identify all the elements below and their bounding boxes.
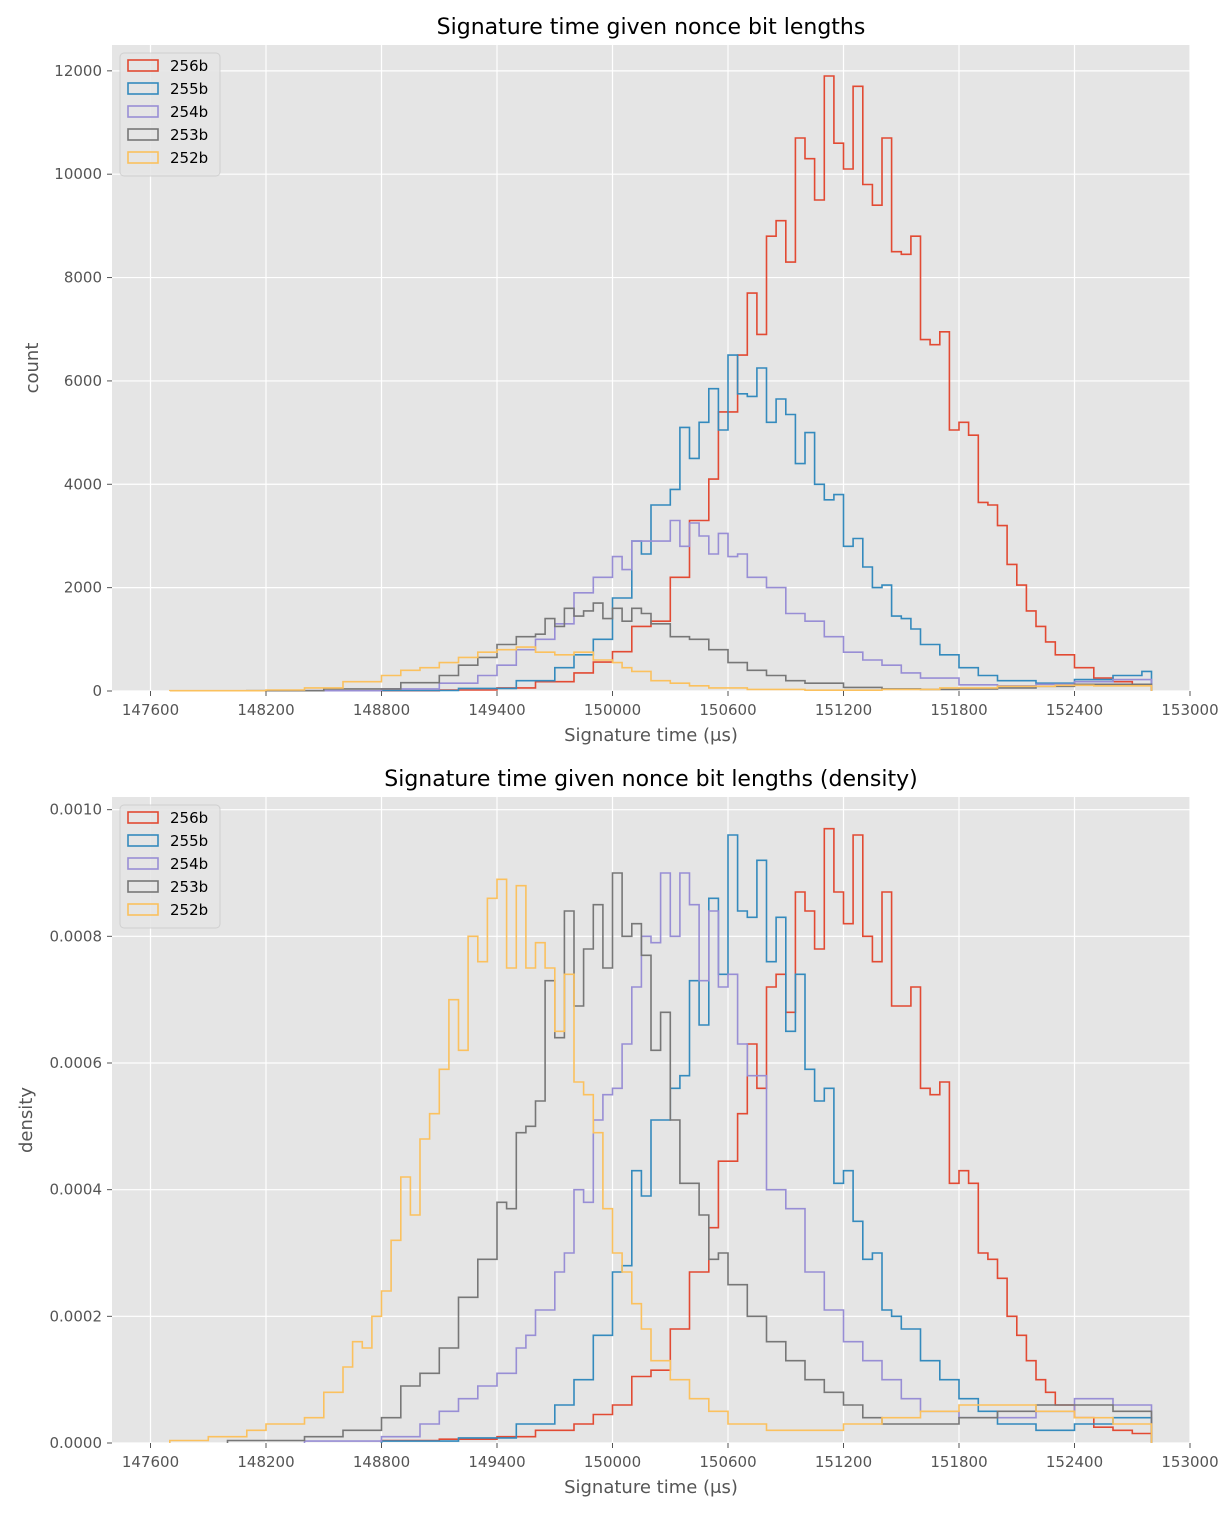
count-legend-label: 255b — [170, 80, 208, 98]
count-legend-swatch — [127, 59, 159, 72]
density-legend-swatch — [127, 880, 159, 893]
count-legend-swatch — [127, 82, 159, 95]
count-x-tick-label: 152400 — [1046, 701, 1103, 719]
count-series-254b — [303, 519, 1153, 692]
count-y-tick-label: 10000 — [54, 165, 102, 183]
count-x-tick-label: 153000 — [1161, 701, 1218, 719]
count-x-tick-label: 151800 — [930, 701, 987, 719]
count-y-tick-label: 4000 — [64, 475, 102, 493]
density-y-tick-label: 0.0004 — [50, 1181, 103, 1199]
density-x-tick-label: 149400 — [468, 1453, 525, 1471]
density-series-253b — [226, 872, 1153, 1443]
count-x-tick-label: 150000 — [584, 701, 641, 719]
count-x-tick-label: 147600 — [122, 701, 179, 719]
density-y-tick-label: 0.0000 — [50, 1434, 103, 1452]
density-x-axis-label: Signature time (μs) — [564, 1477, 738, 1498]
count-legend-label: 256b — [170, 57, 208, 75]
count-y-ticks: 0 2000 4000 6000 8000 10000 12000 — [54, 62, 112, 700]
density-legend-label: 252b — [170, 901, 208, 919]
count-plot-area — [112, 45, 1190, 691]
density-x-tick-label: 148800 — [353, 1453, 410, 1471]
density-legend-label: 255b — [170, 832, 208, 850]
density-legend-swatch — [127, 811, 159, 824]
count-legend-swatch — [127, 128, 159, 141]
density-legend-swatch — [127, 834, 159, 847]
density-y-tick-label: 0.0002 — [50, 1307, 103, 1325]
density-x-ticks: 147600 148200 148800 149400 150000 150600 1512… — [122, 1443, 1219, 1471]
density-series-252b — [169, 878, 1153, 1443]
count-y-tick-label: 12000 — [54, 62, 102, 80]
density-x-tick-label: 153000 — [1161, 1453, 1218, 1471]
count-legend: 256b 255b 254b 253b 252b — [119, 52, 221, 177]
density-x-tick-label: 150600 — [699, 1453, 756, 1471]
density-legend-label: 256b — [170, 809, 208, 827]
density-legend-label: 254b — [170, 855, 208, 873]
count-series-256b — [380, 75, 1153, 692]
density-x-tick-label: 150000 — [584, 1453, 641, 1471]
count-x-tick-label: 148200 — [237, 701, 294, 719]
count-x-ticks: 147600 148200 148800 149400 150000 150600 1512… — [122, 691, 1219, 719]
density-histogram-panel: 147600 148200 148800 149400 150000 150600 1512… — [16, 767, 1219, 1498]
density-series-256b — [380, 827, 1153, 1443]
count-x-tick-label: 148800 — [353, 701, 410, 719]
count-legend-label: 253b — [170, 126, 208, 144]
density-x-tick-label: 147600 — [122, 1453, 179, 1471]
count-y-tick-label: 0 — [92, 682, 102, 700]
density-x-tick-label: 148200 — [237, 1453, 294, 1471]
density-x-tick-label: 152400 — [1046, 1453, 1103, 1471]
density-series-254b — [303, 872, 1153, 1443]
density-y-tick-label: 0.0006 — [50, 1054, 103, 1072]
count-legend-label: 254b — [170, 103, 208, 121]
count-series-group — [169, 75, 1153, 692]
density-legend-swatch — [127, 903, 159, 916]
count-histogram-panel: 147600 148200 148800 149400 150000 150600 1512… — [22, 15, 1219, 746]
count-legend-label: 252b — [170, 149, 208, 167]
density-legend: 256b 255b 254b 253b 252b — [119, 804, 221, 929]
density-series-group — [169, 827, 1153, 1443]
count-x-tick-label: 151200 — [815, 701, 872, 719]
density-y-axis-label: density — [16, 1087, 37, 1153]
count-legend-swatch — [127, 151, 159, 164]
density-y-tick-label: 0.0008 — [50, 927, 103, 945]
density-x-tick-label: 151800 — [930, 1453, 987, 1471]
count-legend-swatch — [127, 105, 159, 118]
count-grid — [112, 45, 1191, 692]
density-chart-title: Signature time given nonce bit lengths (… — [384, 767, 917, 792]
density-legend-swatch — [127, 857, 159, 870]
density-legend-label: 253b — [170, 878, 208, 896]
count-x-tick-label: 149400 — [468, 701, 525, 719]
count-y-tick-label: 2000 — [64, 579, 102, 597]
count-series-252b — [169, 646, 1153, 692]
count-chart-title: Signature time given nonce bit lengths — [437, 15, 866, 40]
count-y-tick-label: 6000 — [64, 372, 102, 390]
count-y-axis-label: count — [22, 343, 43, 394]
count-x-axis-label: Signature time (μs) — [564, 725, 738, 746]
count-x-tick-label: 150600 — [699, 701, 756, 719]
density-y-ticks: 0.0000 0.0002 0.0004 0.0006 0.0008 0.0010 — [50, 801, 112, 1452]
density-y-tick-label: 0.0010 — [50, 801, 103, 819]
count-y-tick-label: 8000 — [64, 269, 102, 287]
density-x-tick-label: 151200 — [815, 1453, 872, 1471]
